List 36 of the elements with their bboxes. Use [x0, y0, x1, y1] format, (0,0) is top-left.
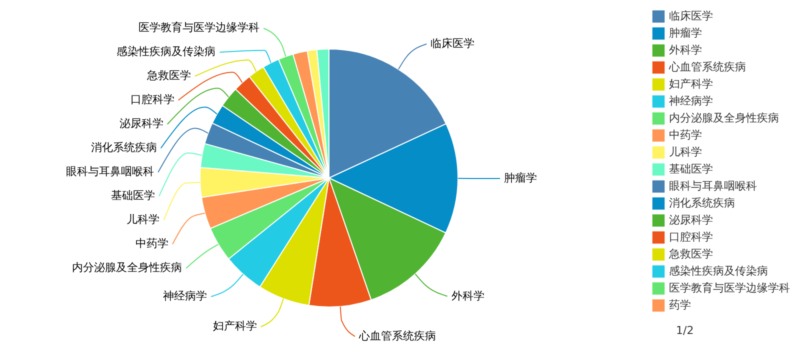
slice-label: 肿瘤学 [504, 172, 537, 184]
slice-label: 中药学 [135, 237, 168, 250]
legend-label: 基础医学 [669, 162, 713, 176]
legend-label: 外科学 [669, 44, 702, 56]
slice-label: 妇产科学 [212, 320, 257, 333]
slice-label: 口腔科学 [130, 93, 174, 106]
legend-label: 口腔科学 [669, 230, 713, 244]
slice-label: 临床医学 [430, 37, 475, 50]
legend-label: 临床医学 [669, 10, 713, 22]
legend-label: 药学 [669, 298, 691, 312]
slice-label: 儿科学 [126, 213, 160, 226]
legend-label: 妇产科学 [669, 78, 713, 90]
legend-label: 神经病学 [669, 94, 713, 108]
legend-label: 急救医学 [668, 248, 713, 260]
slice-label: 眼科与耳鼻咽喉科 [66, 165, 154, 178]
slice-label: 心血管系统疾病 [358, 329, 436, 342]
slice-label: 急救医学 [146, 69, 191, 82]
legend-label: 心血管系统疾病 [668, 60, 746, 74]
legend-label: 医学教育与医学边缘学科 [669, 282, 790, 294]
legend-label: 肿瘤学 [669, 26, 702, 40]
slice-label: 泌尿科学 [119, 117, 164, 130]
slice-label: 医学教育与医学边缘学科 [138, 21, 260, 34]
text: 1/2 [676, 324, 694, 337]
legend-label: 消化系统疾病 [669, 196, 735, 210]
slice-label: 外科学 [451, 289, 484, 302]
legend-label: 泌尿科学 [669, 214, 713, 226]
legend-label: 中药学 [669, 128, 702, 142]
legend-label: 内分泌腺及全身性疾病 [669, 112, 779, 124]
slice-label: 基础医学 [111, 189, 156, 202]
slice-label: 感染性疾病及传染病 [116, 45, 216, 58]
slice-label: 消化系统疾病 [90, 141, 157, 154]
slice-label: 内分泌腺及全身性疾病 [72, 261, 182, 274]
legend-label: 眼科与耳鼻咽喉科 [669, 180, 757, 192]
legend-label: 感染性疾病及传染病 [669, 264, 768, 278]
slice-label: 神经病学 [163, 290, 208, 303]
legend-label: 儿科学 [669, 146, 702, 158]
